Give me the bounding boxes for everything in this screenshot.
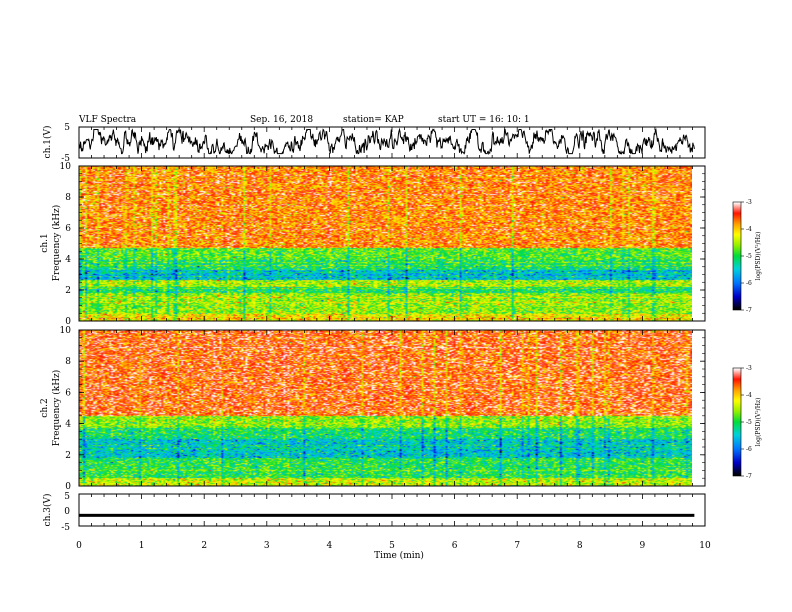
time-tick-label: 1 bbox=[139, 541, 145, 551]
ch1-waveform-ylabel: ch.1(V) bbox=[42, 126, 53, 159]
ch3-waveform-ylabel: ch.3(V) bbox=[42, 494, 53, 527]
frequency-tick-label: 6 bbox=[65, 388, 71, 398]
station-label: station= KAP bbox=[343, 115, 404, 125]
figure-title: VLF Spectra bbox=[78, 115, 137, 125]
ch1-spectrogram-time-ticks bbox=[78, 166, 706, 321]
colorbar-tick-label: -5 bbox=[746, 419, 752, 426]
ch1-colorbar-ticks: -3 -4 -5 -6 -7 bbox=[741, 199, 752, 314]
ch1-waveform-ticks bbox=[78, 127, 706, 158]
frequency-tick-label: 4 bbox=[65, 420, 71, 430]
time-tick-label: 2 bbox=[201, 541, 207, 551]
ch3-ytick-0: 0 bbox=[64, 507, 70, 517]
frequency-tick-label: 0 bbox=[65, 482, 71, 492]
ch1-colorbar-label: log(PSD)(V²/Hz) bbox=[755, 232, 762, 281]
ch3-waveform-panel: 5 0 -5 ch.3(V) 0 1 2 3 4 5 6 7 8 9 10 Time (min) bbox=[42, 492, 711, 561]
ch1-colorbar: -3 -4 -5 -6 -7 log(PSD)(V²/Hz) bbox=[732, 199, 762, 314]
time-tick-label: 8 bbox=[577, 541, 583, 551]
colorbar-tick-label: -7 bbox=[746, 307, 752, 314]
time-tick-label: 3 bbox=[264, 541, 270, 551]
frequency-tick-label: 0 bbox=[65, 317, 71, 327]
frequency-tick-label: 8 bbox=[65, 193, 71, 203]
ch2-spectrogram-time-ticks bbox=[78, 330, 706, 486]
frequency-tick-label: 6 bbox=[65, 224, 71, 234]
frequency-tick-label: 10 bbox=[60, 162, 72, 172]
ch3-ytick-neg5: -5 bbox=[61, 523, 70, 533]
ch3-waveform-ticks bbox=[78, 494, 706, 526]
time-tick-label: 10 bbox=[699, 541, 711, 551]
colorbar-tick-label: -4 bbox=[746, 392, 752, 399]
ch1-colorbar-gradient bbox=[733, 202, 741, 310]
time-tick-label: 4 bbox=[327, 541, 333, 551]
frequency-tick-label: 10 bbox=[60, 326, 72, 336]
ch1-spectrogram-ylabel-frequency: Frequency (kHz) bbox=[51, 205, 62, 282]
ch1-waveform-line bbox=[78, 127, 695, 155]
time-axis-title: Time (min) bbox=[374, 550, 424, 561]
ch2-colorbar-label: log(PSD)(V²/Hz) bbox=[755, 398, 762, 447]
ch1-frequency-ticks: 0 2 4 6 8 10 bbox=[60, 162, 705, 327]
time-tick-label: 5 bbox=[389, 541, 395, 551]
ch1-waveform-panel: 5 -5 ch.1(V) bbox=[42, 123, 706, 164]
ch2-spectrogram-panel: 0 2 4 6 8 10 ch.2 Frequency (kHz) bbox=[40, 326, 706, 492]
colorbar-tick-label: -3 bbox=[746, 199, 752, 206]
ch3-ytick-5: 5 bbox=[64, 492, 70, 502]
frequency-tick-label: 8 bbox=[65, 357, 71, 367]
ch2-spectrogram-ylabel-channel: ch.2 bbox=[40, 398, 50, 417]
ch1-ytick-neg5: -5 bbox=[61, 154, 70, 164]
ch2-spectrogram-image bbox=[79, 330, 692, 486]
ch2-colorbar: -3 -4 -5 -6 -7 log(PSD)(V²/Hz) bbox=[732, 365, 762, 480]
colorbar-tick-label: -5 bbox=[746, 253, 752, 260]
colorbar-tick-label: -4 bbox=[746, 226, 752, 233]
colorbar-tick-label: -7 bbox=[746, 473, 752, 480]
time-tick-label: 6 bbox=[452, 541, 458, 551]
ch2-colorbar-ticks: -3 -4 -5 -6 -7 bbox=[741, 365, 752, 480]
frequency-tick-label: 2 bbox=[65, 451, 71, 461]
colorbar-tick-label: -6 bbox=[746, 446, 752, 453]
time-tick-label: 7 bbox=[514, 541, 520, 551]
ch3-waveform-line bbox=[79, 513, 695, 517]
frequency-tick-label: 4 bbox=[65, 255, 71, 265]
ch1-spectrogram-panel: 0 2 4 6 8 10 ch.1 Frequency (kHz) bbox=[40, 162, 706, 327]
ch2-frequency-ticks: 0 2 4 6 8 10 bbox=[60, 326, 705, 492]
colorbar-tick-label: -6 bbox=[746, 280, 752, 287]
ch1-ytick-5: 5 bbox=[64, 123, 70, 133]
date-label: Sep. 16, 2018 bbox=[250, 115, 313, 125]
ch2-spectrogram-ylabel-frequency: Frequency (kHz) bbox=[51, 370, 62, 447]
ch1-spectrogram-image bbox=[79, 166, 692, 321]
time-tick-label: 0 bbox=[76, 541, 82, 551]
time-tick-label: 9 bbox=[640, 541, 646, 551]
ch1-spectrogram-ylabel-channel: ch.1 bbox=[40, 233, 50, 252]
frequency-tick-label: 2 bbox=[65, 286, 71, 296]
ch2-colorbar-gradient bbox=[733, 368, 741, 476]
start-time-label: start UT = 16: 10: 1 bbox=[438, 115, 530, 125]
colorbar-tick-label: -3 bbox=[746, 365, 752, 372]
time-axis-labels: 0 1 2 3 4 5 6 7 8 9 10 bbox=[76, 541, 711, 551]
